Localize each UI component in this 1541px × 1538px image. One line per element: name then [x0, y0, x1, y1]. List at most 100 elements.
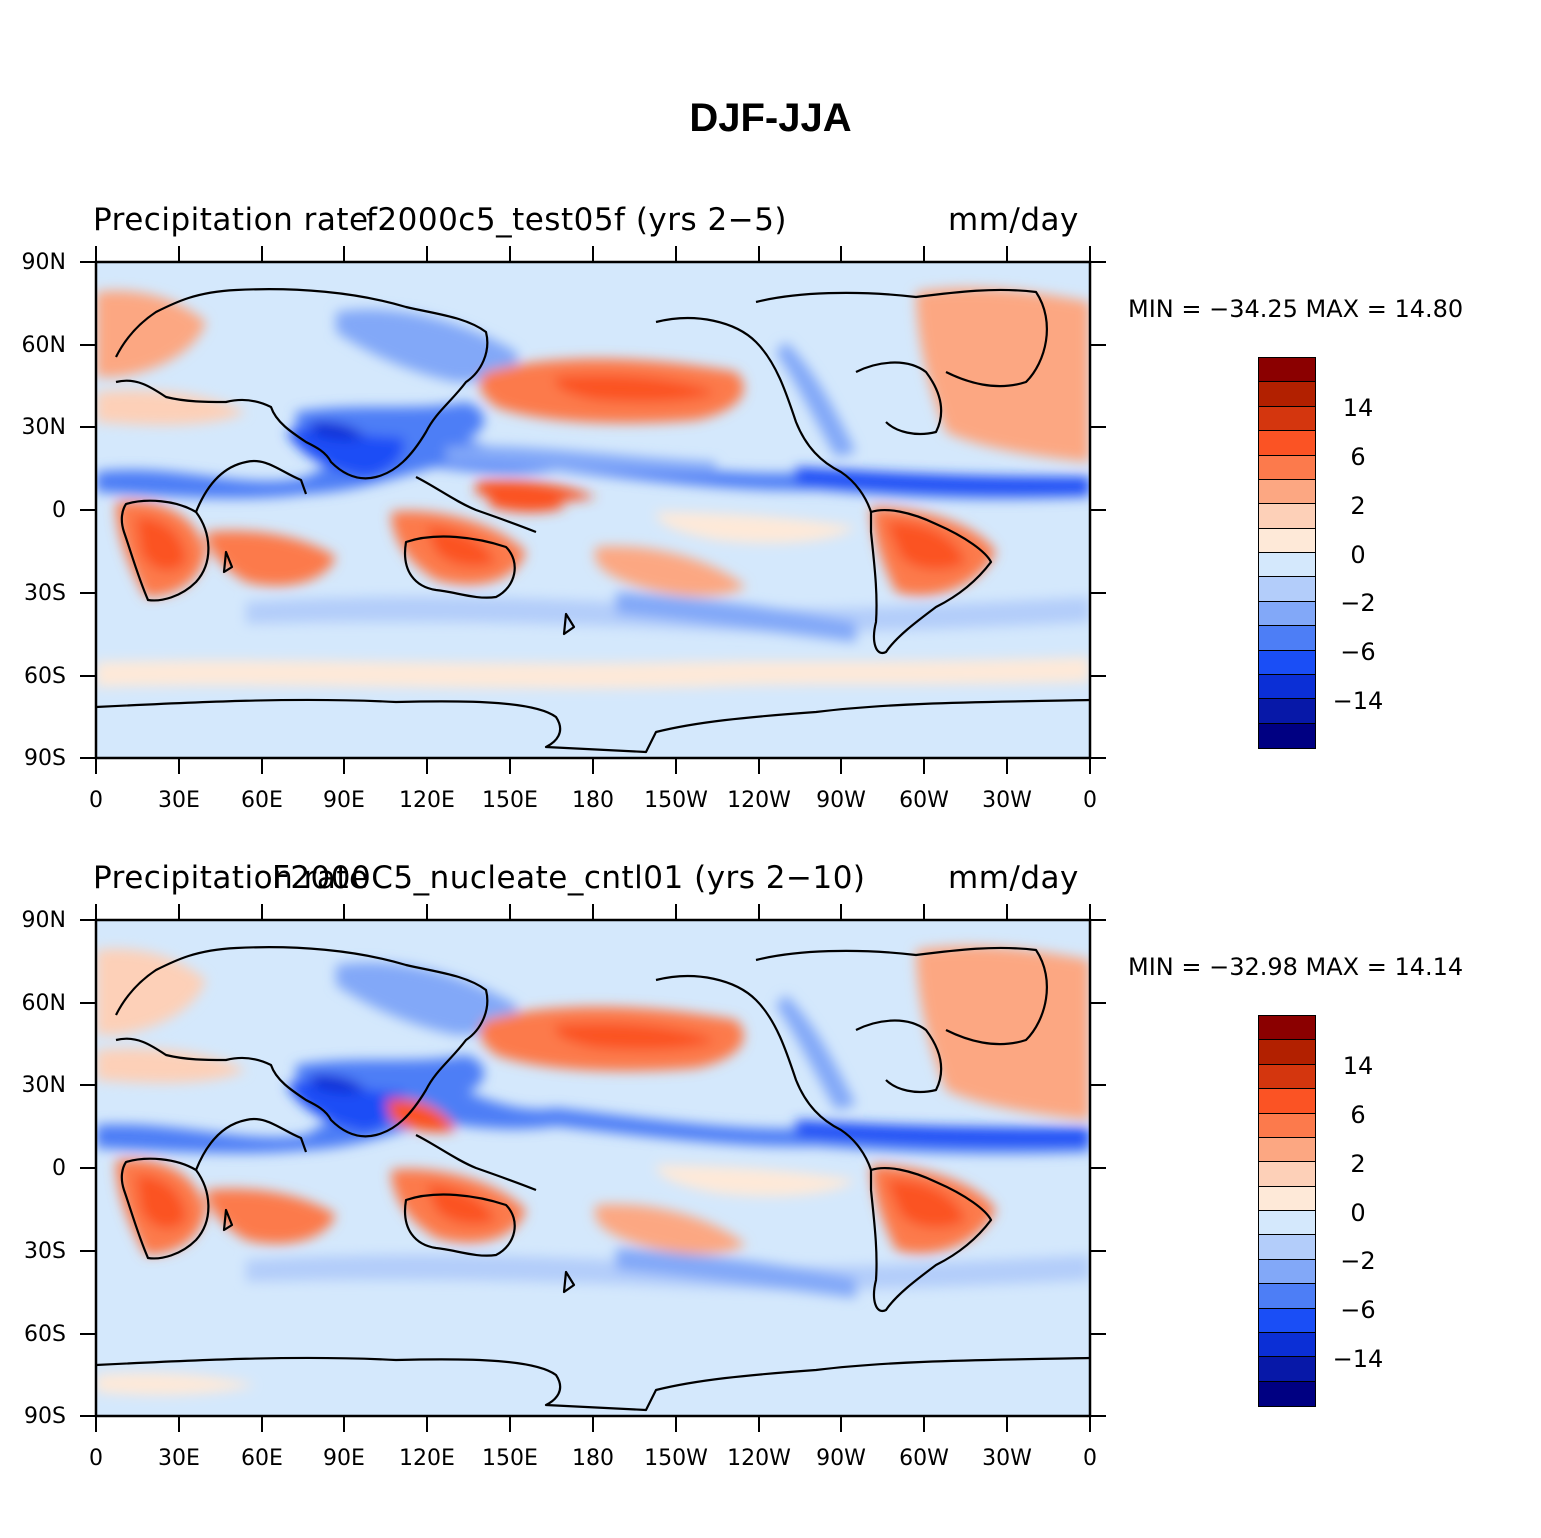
lon-label: 180: [572, 1446, 614, 1471]
colorbar-swatch: [1259, 553, 1315, 578]
panel-units: mm/day: [948, 860, 1079, 896]
lat-label: 30S: [24, 581, 66, 606]
lon-label: 30E: [158, 788, 200, 813]
colorbar-label: 6: [1350, 1101, 1366, 1129]
lon-label: 120W: [727, 1446, 791, 1471]
min-max-stats: MIN = −34.25 MAX = 14.80: [1128, 295, 1464, 323]
colorbar-swatch: [1259, 1064, 1315, 1090]
lon-label: 0: [89, 788, 103, 813]
lon-label: 150W: [644, 1446, 708, 1471]
colorbar-swatch: [1259, 674, 1315, 700]
lon-label: 0: [1083, 1446, 1097, 1471]
colorbar-label: −14: [1332, 1345, 1384, 1373]
lon-label: 120W: [727, 788, 791, 813]
colorbar-swatch: [1259, 1235, 1315, 1260]
panel-center-title: f2000c5_test05f (yrs 2−5): [366, 202, 788, 238]
colorbar-swatch: [1259, 1211, 1315, 1236]
lon-label: 90E: [323, 788, 365, 813]
lon-label: 180: [572, 788, 614, 813]
lat-label: 60S: [24, 1322, 66, 1347]
lon-label: 30E: [158, 1446, 200, 1471]
lon-label: 150E: [482, 1446, 538, 1471]
colorbar-swatch: [1259, 528, 1315, 553]
lon-label: 30W: [982, 1446, 1032, 1471]
lon-label: 120E: [399, 788, 455, 813]
lat-label: 90S: [24, 1404, 66, 1429]
colorbar-swatch: [1259, 1308, 1315, 1333]
lon-label: 0: [1083, 788, 1097, 813]
lon-label: 30W: [982, 788, 1032, 813]
map-frame-ticks: [80, 904, 1106, 1432]
lon-label: 60E: [241, 788, 283, 813]
colorbar-swatch: [1259, 723, 1315, 748]
lat-label: 60N: [21, 333, 66, 358]
colorbar-swatch: [1259, 479, 1315, 505]
colorbar-swatch: [1259, 406, 1315, 432]
colorbar-label: 6: [1350, 443, 1366, 471]
panel-units: mm/day: [948, 202, 1079, 238]
colorbar-swatch: [1259, 1186, 1315, 1211]
colorbar-swatch: [1259, 1381, 1315, 1406]
panel-left-title: Precipitation rate: [93, 860, 369, 896]
colorbar-swatch: [1259, 626, 1315, 651]
colorbar-swatch: [1259, 1357, 1315, 1382]
lat-label: 0: [52, 498, 66, 523]
colorbar-label: −2: [1340, 1247, 1376, 1275]
colorbar-swatch: [1259, 1089, 1315, 1114]
colorbar-swatch: [1259, 358, 1315, 383]
colorbar-label: 2: [1350, 492, 1366, 520]
colorbar-swatch: [1259, 577, 1315, 602]
precipitation-map: [96, 262, 1090, 758]
lat-label: 30N: [21, 1073, 66, 1098]
colorbar-label: −2: [1340, 589, 1376, 617]
colorbar-swatch: [1259, 1332, 1315, 1358]
precipitation-map: [96, 920, 1090, 1416]
lat-label: 30S: [24, 1239, 66, 1264]
map-panel-1: Precipitation rate f2000c5_test05f (yrs …: [0, 192, 1541, 832]
lon-label: 150W: [644, 788, 708, 813]
colorbar: [1258, 357, 1316, 749]
colorbar-label: 14: [1342, 1052, 1374, 1080]
lat-label: 90N: [21, 908, 66, 933]
colorbar-swatch: [1259, 699, 1315, 724]
colorbar-swatch: [1259, 431, 1315, 456]
colorbar-swatch: [1259, 1284, 1315, 1309]
lon-label: 60E: [241, 1446, 283, 1471]
map-frame-ticks: [80, 246, 1106, 774]
lon-label: 120E: [399, 1446, 455, 1471]
lon-label: 90W: [816, 1446, 866, 1471]
colorbar-swatch: [1259, 1040, 1315, 1065]
colorbar-swatch: [1259, 455, 1315, 480]
colorbar-label: 2: [1350, 1150, 1366, 1178]
colorbar-swatch: [1259, 601, 1315, 627]
min-max-stats: MIN = −32.98 MAX = 14.14: [1128, 953, 1464, 981]
lon-label: 60W: [899, 788, 949, 813]
colorbar-label: −6: [1340, 1296, 1376, 1324]
colorbar-label: −6: [1340, 638, 1376, 666]
lon-label: 150E: [482, 788, 538, 813]
panel-center-title: F2000C5_nucleate_cntl01 (yrs 2−10): [272, 860, 866, 896]
lat-label: 60N: [21, 991, 66, 1016]
colorbar-label: 0: [1350, 541, 1366, 569]
lat-label: 90S: [24, 746, 66, 771]
colorbar-swatch: [1259, 1016, 1315, 1041]
lat-label: 90N: [21, 250, 66, 275]
panel-left-title: Precipitation rate: [93, 202, 369, 238]
colorbar-swatch: [1259, 382, 1315, 407]
colorbar-swatch: [1259, 650, 1315, 675]
map-fields: [96, 287, 1090, 754]
lon-label: 60W: [899, 1446, 949, 1471]
lat-label: 60S: [24, 664, 66, 689]
colorbar-label: −14: [1332, 687, 1384, 715]
map-fields: [96, 945, 1090, 1412]
colorbar-swatch: [1259, 1162, 1315, 1187]
lon-label: 90W: [816, 788, 866, 813]
colorbar-swatch: [1259, 1259, 1315, 1285]
lat-label: 30N: [21, 415, 66, 440]
colorbar-label: 0: [1350, 1199, 1366, 1227]
lat-label: 0: [52, 1156, 66, 1181]
lon-label: 0: [89, 1446, 103, 1471]
colorbar: [1258, 1015, 1316, 1407]
lon-label: 90E: [323, 1446, 365, 1471]
colorbar-label: 14: [1342, 394, 1374, 422]
